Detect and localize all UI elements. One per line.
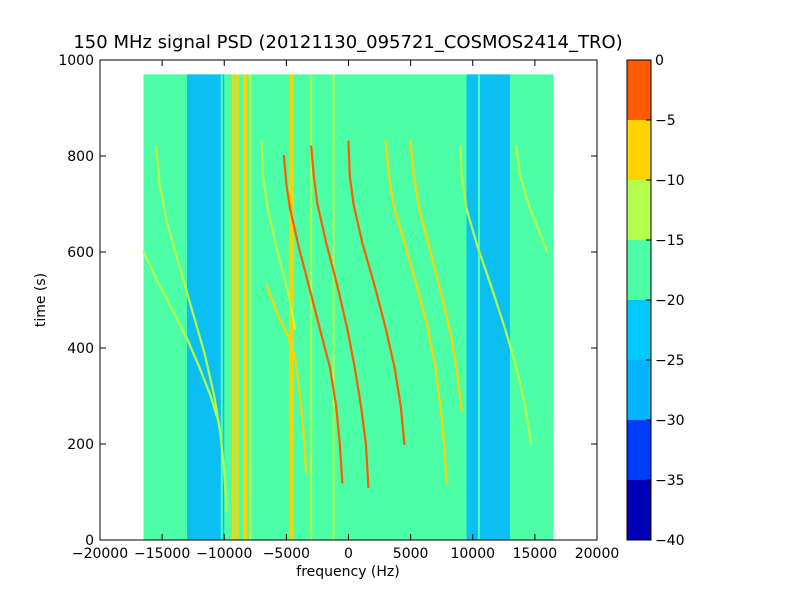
colorbar-segment: [627, 420, 651, 480]
x-tick-label: −10000: [196, 546, 252, 562]
drift-track: [154, 145, 228, 513]
colorbar-tick-label: −10: [655, 173, 685, 189]
y-tick-label: 0: [85, 533, 94, 549]
colorbar-segment: [627, 60, 651, 120]
colorbar-tick-label: −40: [655, 533, 685, 549]
colorbar-segment: [627, 240, 651, 300]
x-tick-label: 10000: [450, 546, 495, 562]
colorbar-segment: [627, 480, 651, 540]
colorbar-tick-label: −5: [655, 113, 676, 129]
drift-tracks-layer: [142, 140, 549, 513]
y-tick-label: 1000: [58, 53, 94, 69]
drift-track: [515, 145, 549, 254]
y-tick-label: 800: [67, 149, 94, 165]
x-axis-label: frequency (Hz): [296, 564, 399, 580]
colorbar-segment: [627, 120, 651, 180]
colorbar-tick-label: 0: [655, 53, 664, 69]
x-tick-label: 0: [344, 546, 353, 562]
drift-track: [265, 284, 308, 474]
colorbar-tick-label: −30: [655, 413, 685, 429]
x-tick-label: −15000: [134, 546, 190, 562]
x-tick-label: 20000: [575, 546, 620, 562]
heatmap-low-band: [466, 74, 511, 540]
drift-track: [260, 140, 297, 330]
colorbar-segment: [627, 360, 651, 420]
x-tick-label: −5000: [263, 546, 310, 562]
heatmap-low-band: [186, 74, 225, 540]
colorbar-tick-label: −35: [655, 473, 685, 489]
y-tick-label: 400: [67, 341, 94, 357]
drift-track: [459, 145, 533, 446]
plot-area: [142, 74, 554, 540]
drift-track: [347, 140, 406, 446]
drift-track: [142, 250, 220, 422]
colorbar-tick-label: −20: [655, 293, 685, 309]
colorbar-tick-label: −15: [655, 233, 685, 249]
colorbar-segment: [627, 300, 651, 360]
x-tick-label: 15000: [513, 546, 558, 562]
y-axis-label: time (s): [33, 273, 49, 327]
colorbar-tick-label: −25: [655, 353, 685, 369]
x-tick-label: 5000: [393, 546, 429, 562]
drift-track: [409, 140, 463, 412]
drift-track: [310, 145, 370, 489]
colorbar: −40 −35 −30 −25 −20 −15 −10 −5 0: [626, 53, 685, 549]
x-axis: −20000 −15000 −10000 −5000 0 5000 10000 15000 20…: [72, 60, 619, 562]
drift-track: [384, 140, 448, 484]
colorbar-segment: [627, 180, 651, 240]
chart-title: 150 MHz signal PSD (20121130_095721_COSM…: [73, 32, 622, 53]
y-tick-label: 600: [67, 245, 94, 261]
y-tick-label: 200: [67, 437, 94, 453]
drift-track: [282, 154, 344, 484]
x-tick-label: −20000: [72, 546, 128, 562]
y-axis: 0 200 400 600 800 1000: [58, 53, 597, 549]
